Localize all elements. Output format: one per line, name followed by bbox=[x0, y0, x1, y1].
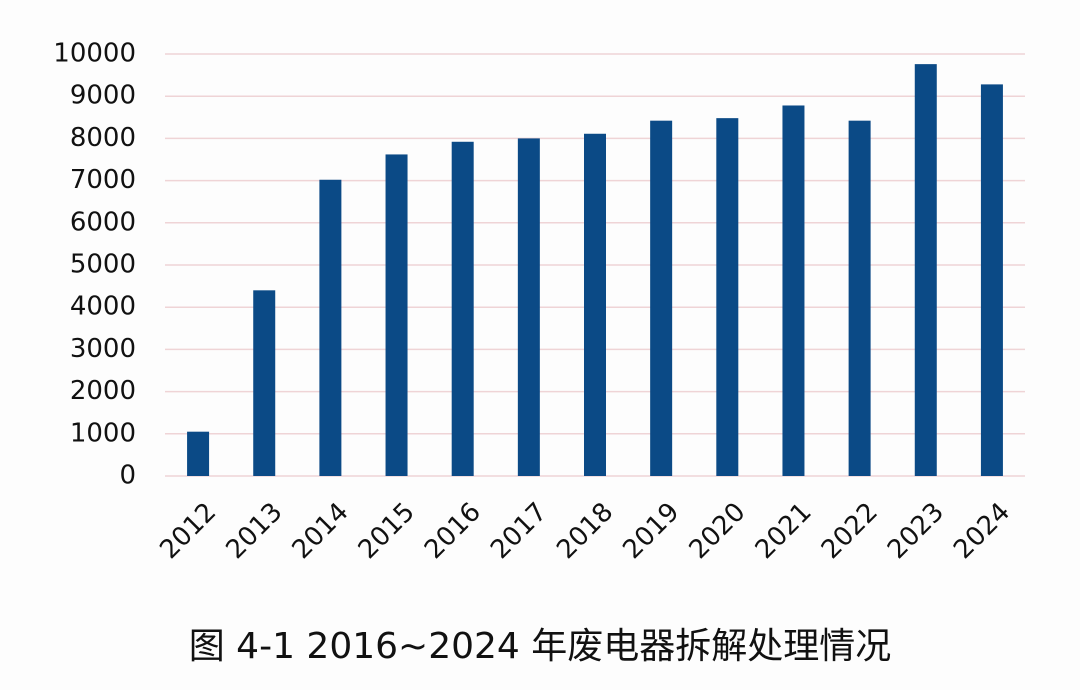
bar bbox=[253, 290, 276, 476]
bar bbox=[584, 133, 606, 476]
bar bbox=[187, 431, 210, 476]
y-tick-label: 8000 bbox=[70, 123, 136, 153]
y-tick-label: 0 bbox=[119, 461, 136, 491]
bar bbox=[451, 141, 474, 476]
y-tick-label: 4000 bbox=[70, 292, 136, 322]
y-tick-label: 5000 bbox=[70, 250, 136, 280]
bar bbox=[517, 138, 540, 476]
y-tick-label: 9000 bbox=[70, 81, 136, 111]
y-tick-label: 10000 bbox=[53, 39, 136, 69]
bar bbox=[319, 179, 342, 477]
y-tick-label: 2000 bbox=[70, 376, 136, 406]
y-tick-label: 6000 bbox=[70, 207, 136, 237]
chart-title: 图 4-1 2016~2024 年废电器拆解处理情况 bbox=[189, 626, 892, 667]
bar bbox=[848, 120, 871, 477]
y-tick-label: 1000 bbox=[70, 418, 136, 448]
bar bbox=[385, 154, 408, 476]
bar bbox=[650, 120, 673, 477]
y-tick-label: 7000 bbox=[70, 165, 136, 195]
y-tick-label: 3000 bbox=[70, 334, 136, 364]
bar bbox=[716, 118, 739, 477]
bar bbox=[782, 105, 805, 476]
bar bbox=[914, 64, 937, 477]
bar bbox=[980, 84, 1003, 476]
